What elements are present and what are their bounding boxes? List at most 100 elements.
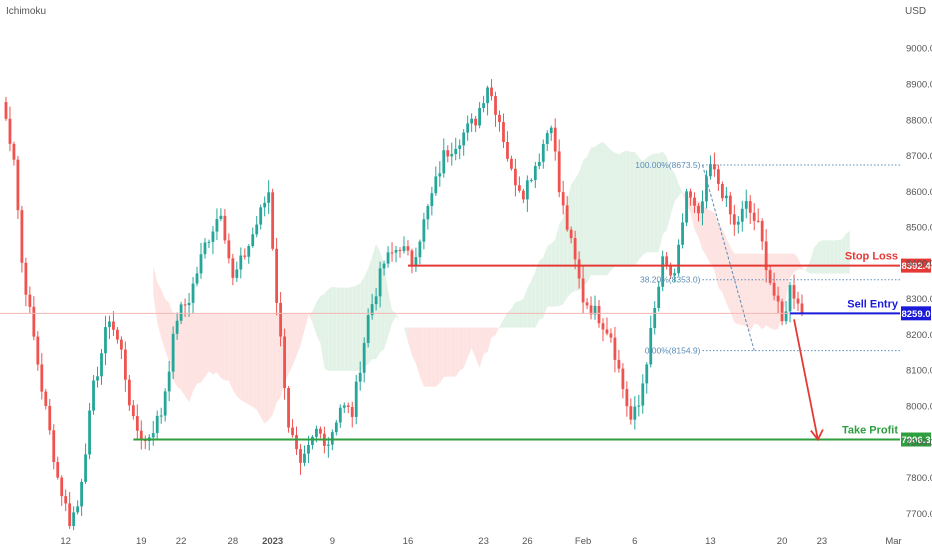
candle-body — [271, 192, 275, 249]
time-tick-label: 19 — [136, 536, 147, 547]
candle-body — [299, 449, 302, 463]
candle-body — [410, 250, 414, 267]
cloud-segment — [336, 287, 341, 371]
price-tick-label: 8900.0 — [906, 80, 932, 91]
cloud-segment — [523, 287, 528, 328]
candle-body — [259, 207, 263, 225]
candle-body — [60, 477, 64, 497]
cloud-segment — [185, 314, 190, 403]
candle-body — [386, 252, 390, 264]
candle-body — [104, 327, 107, 354]
candle-body — [541, 143, 545, 162]
cloud-segment — [606, 145, 611, 276]
candle-body — [450, 154, 454, 157]
fib-trendline — [701, 164, 755, 351]
candle-body — [780, 301, 784, 322]
candle-body — [287, 388, 290, 428]
candle-body — [446, 150, 450, 157]
candle-body — [40, 364, 44, 392]
cloud-segment — [801, 267, 806, 271]
candle-body — [235, 269, 239, 278]
candle-body — [88, 410, 91, 455]
indicator-label: Ichimoku — [6, 6, 46, 17]
cloud-segment — [332, 286, 337, 371]
cloud-segment — [459, 327, 464, 371]
cloud-segment — [730, 246, 735, 323]
cloud-segment — [551, 239, 556, 307]
candle-body — [569, 229, 573, 239]
price-tick-label: 8500.0 — [906, 223, 932, 234]
candle-body — [362, 342, 366, 373]
candle-body — [155, 415, 159, 434]
cloud-segment — [754, 253, 759, 325]
candle-body — [326, 444, 330, 446]
candle-body — [466, 123, 470, 133]
cloud-segment — [654, 153, 659, 253]
candle-body — [796, 298, 800, 304]
candle-body — [100, 353, 103, 377]
cloud-segment — [583, 156, 588, 286]
cloud-segment — [244, 314, 249, 405]
candle-body — [263, 202, 267, 208]
candle-body — [462, 132, 466, 146]
candle-body — [127, 379, 131, 406]
candle-body — [438, 173, 442, 177]
level-price-tag — [901, 306, 931, 321]
candle-body — [402, 246, 406, 252]
cloud-segment — [805, 261, 810, 274]
time-axis[interactable]: 12 19 22 28 2023 9 16 23 26 Feb 6 13 20 23 Mar — [60, 536, 901, 547]
time-tick-label: Mar — [885, 536, 901, 547]
cloud-segment — [634, 152, 639, 267]
cloud-segment — [201, 314, 205, 383]
cloud-segment — [356, 283, 361, 371]
candle-body — [112, 321, 115, 330]
candle-body — [426, 206, 430, 220]
candle-body — [44, 391, 48, 406]
cloud-segment — [411, 327, 416, 364]
cloud-segment — [248, 314, 253, 408]
candle-body — [597, 305, 601, 324]
candle-body — [673, 273, 677, 276]
candle-body — [557, 151, 561, 193]
candle-body — [478, 107, 481, 126]
candle-body — [740, 208, 744, 222]
cloud-segment — [344, 287, 349, 371]
cloud-segment — [591, 146, 596, 276]
fib-level-label: 0.00%(8154.9) — [645, 346, 701, 356]
cloud-segment — [825, 240, 830, 274]
candle-body — [239, 255, 243, 270]
ichimoku-cloud — [153, 141, 850, 424]
candle-body — [549, 127, 553, 134]
candle-body — [334, 422, 338, 433]
cloud-segment — [809, 248, 814, 274]
candle-body — [315, 428, 318, 437]
candle-body — [681, 222, 684, 245]
cloud-segment — [308, 311, 313, 323]
cloud-segment — [407, 327, 412, 356]
cloud-segment — [288, 314, 293, 375]
candle-body — [621, 368, 625, 390]
candle-body — [135, 416, 139, 431]
cloud-segment — [252, 314, 257, 410]
time-tick-label: 16 — [403, 536, 414, 547]
candle-body — [319, 428, 322, 434]
cloud-segment — [837, 239, 842, 274]
price-axis[interactable]: 9000.0 8900.0 8800.0 8700.0 8600.0 8500.0 8400… — [906, 44, 932, 520]
cloud-segment — [599, 141, 603, 276]
price-tick-label: 9000.0 — [906, 44, 932, 55]
candle-body — [430, 193, 434, 207]
cloud-segment — [511, 301, 516, 328]
candle-body — [736, 221, 740, 225]
price-tick-label: 8200.0 — [906, 330, 932, 341]
candle-body — [502, 122, 505, 143]
candle-body — [307, 444, 310, 454]
cloud-segment — [666, 156, 671, 231]
price-tick-label: 7700.0 — [906, 509, 932, 520]
candle-body — [378, 268, 382, 297]
candle-body — [720, 183, 724, 199]
cloud-segment — [292, 314, 297, 366]
candle-body — [92, 380, 95, 411]
candle-body — [768, 270, 772, 283]
time-tick-label: 12 — [60, 536, 71, 547]
